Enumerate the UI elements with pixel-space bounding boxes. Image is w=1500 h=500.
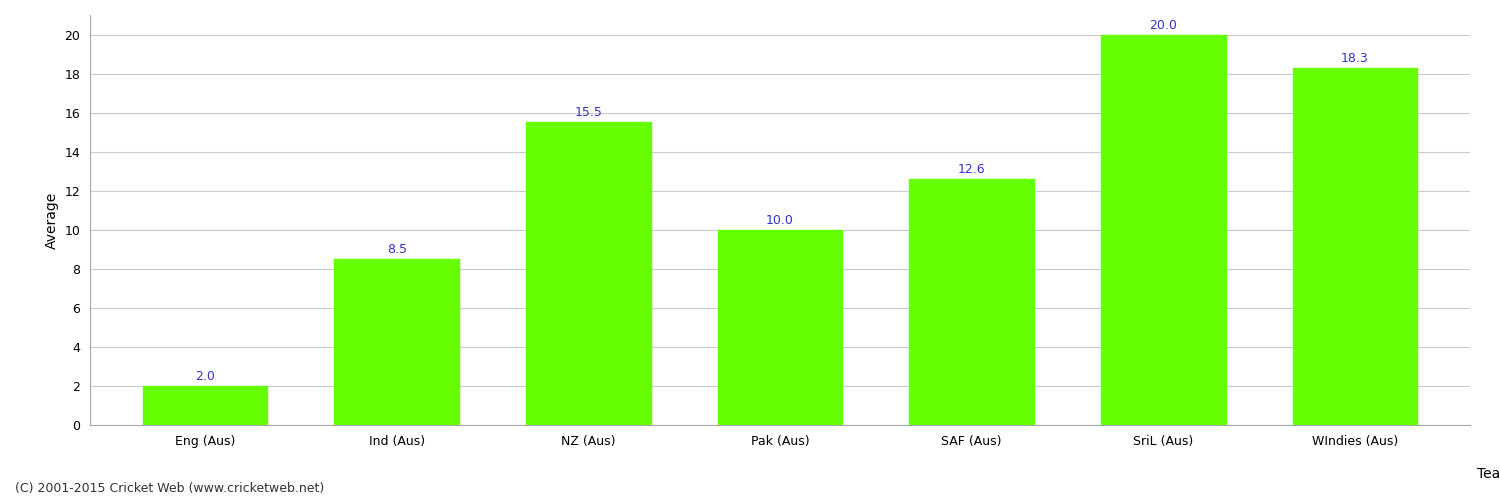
Bar: [909, 179, 1034, 425]
Text: (C) 2001-2015 Cricket Web (www.cricketweb.net): (C) 2001-2015 Cricket Web (www.cricketwe…: [15, 482, 324, 495]
Bar: [1293, 68, 1418, 425]
Text: 2.0: 2.0: [195, 370, 214, 383]
Text: 10.0: 10.0: [766, 214, 794, 227]
Text: 18.3: 18.3: [1341, 52, 1370, 65]
Bar: [142, 386, 267, 425]
Text: Team: Team: [1478, 466, 1500, 480]
Text: 12.6: 12.6: [958, 163, 986, 176]
Text: 8.5: 8.5: [387, 243, 406, 256]
Bar: [334, 259, 459, 425]
Bar: [717, 230, 843, 425]
Bar: [526, 122, 651, 425]
Text: 15.5: 15.5: [574, 106, 603, 120]
Y-axis label: Average: Average: [45, 192, 58, 248]
Text: 20.0: 20.0: [1149, 18, 1178, 32]
Bar: [1101, 34, 1226, 425]
